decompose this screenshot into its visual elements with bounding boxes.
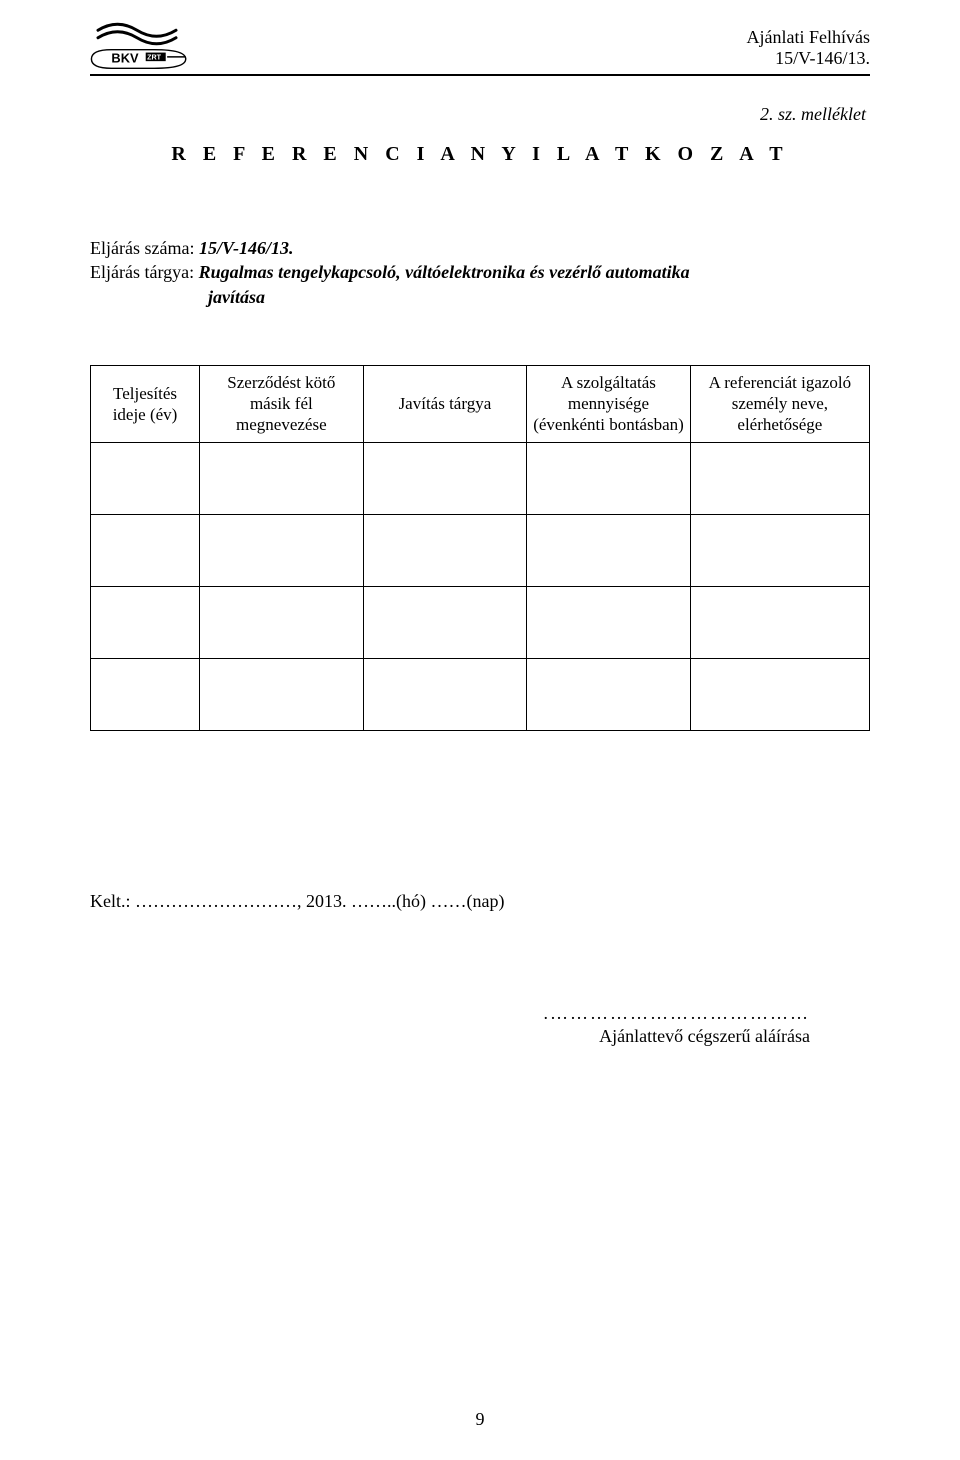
reference-table: Teljesítés ideje (év) Szerződést kötő má… [90, 365, 870, 731]
procedure-subject-label: Eljárás tárgya: [90, 262, 199, 282]
document-title: R E F E R E N C I A N Y I L A T K O Z A … [90, 143, 870, 166]
page-header: BKV ZRT Ajánlati Felhívás 15/V-146/13. [90, 20, 870, 72]
procedure-subject-value-line1: Rugalmas tengelykapcsoló, váltóelektroni… [199, 262, 690, 282]
col-header-quantity: A szolgáltatás mennyisége (évenkénti bon… [527, 365, 691, 442]
bkv-wave-icon [95, 20, 185, 48]
header-doc-type: Ajánlati Felhívás [747, 27, 870, 49]
procedure-subject-row: Eljárás tárgya: Rugalmas tengelykapcsoló… [90, 260, 870, 309]
col-header-year: Teljesítés ideje (év) [91, 365, 200, 442]
annex-label: 2. sz. melléklet [90, 104, 866, 125]
col-header-repair-subject: Javítás tárgya [363, 365, 527, 442]
procedure-number-label: Eljárás száma: [90, 236, 199, 260]
table-body [91, 442, 870, 730]
signature-dots: .………………………………… [90, 1002, 810, 1025]
procedure-number-row: Eljárás száma: 15/V-146/13. [90, 236, 870, 260]
signature-label: Ajánlattevő cégszerű aláírása [90, 1025, 810, 1048]
table-row [91, 586, 870, 658]
date-line: Kelt.: ………………………, 2013. ……..(hó) ……(nap) [90, 891, 870, 912]
page-number: 9 [0, 1409, 960, 1430]
header-underline [90, 74, 870, 76]
header-doc-number: 15/V-146/13. [747, 48, 870, 70]
bkv-text-logo-icon: BKV ZRT [90, 48, 190, 70]
table-row [91, 442, 870, 514]
signature-block: .………………………………… Ajánlattevő cégszerű aláí… [90, 1002, 870, 1049]
table-header-row: Teljesítés ideje (év) Szerződést kötő má… [91, 365, 870, 442]
procedure-info: Eljárás száma: 15/V-146/13. Eljárás tárg… [90, 236, 870, 309]
svg-text:ZRT: ZRT [147, 54, 161, 62]
header-right-block: Ajánlati Felhívás 15/V-146/13. [747, 27, 870, 70]
col-header-other-party: Szerződést kötő másik fél megnevezése [200, 365, 364, 442]
procedure-subject-value-line2: javítása [208, 285, 870, 309]
table-row [91, 658, 870, 730]
company-logo: BKV ZRT [90, 20, 190, 70]
table-row [91, 514, 870, 586]
col-header-reference-person: A referenciát igazoló személy neve, elér… [690, 365, 869, 442]
procedure-number-value: 15/V-146/13. [199, 236, 294, 260]
svg-text:BKV: BKV [111, 51, 139, 66]
